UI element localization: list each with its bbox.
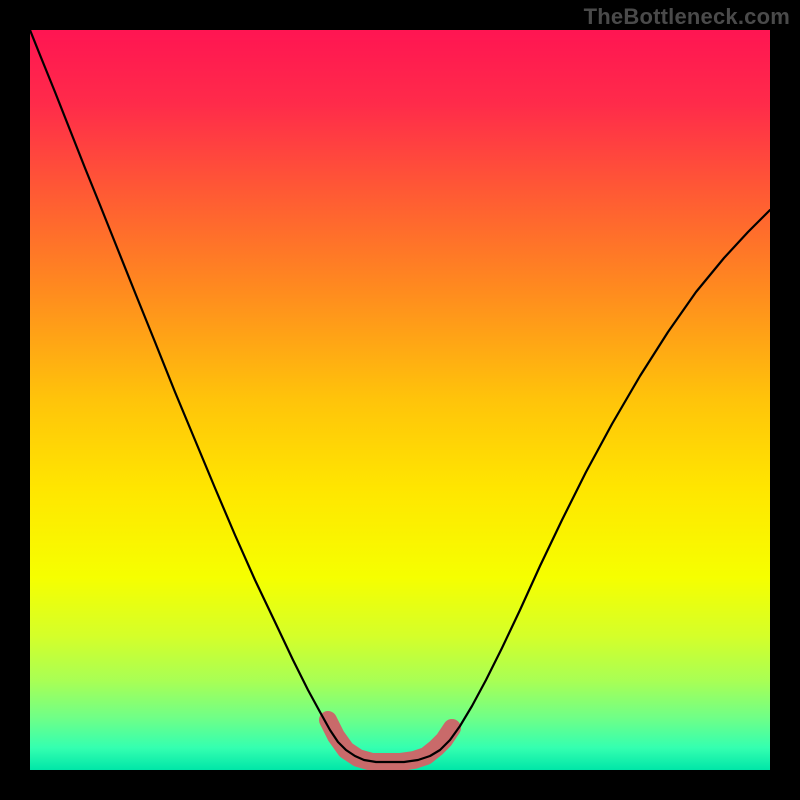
plot-area — [30, 30, 770, 770]
chart-frame: TheBottleneck.com — [0, 0, 800, 800]
watermark-text: TheBottleneck.com — [584, 4, 790, 30]
gradient-background — [30, 30, 770, 770]
bottleneck-chart — [0, 0, 800, 800]
